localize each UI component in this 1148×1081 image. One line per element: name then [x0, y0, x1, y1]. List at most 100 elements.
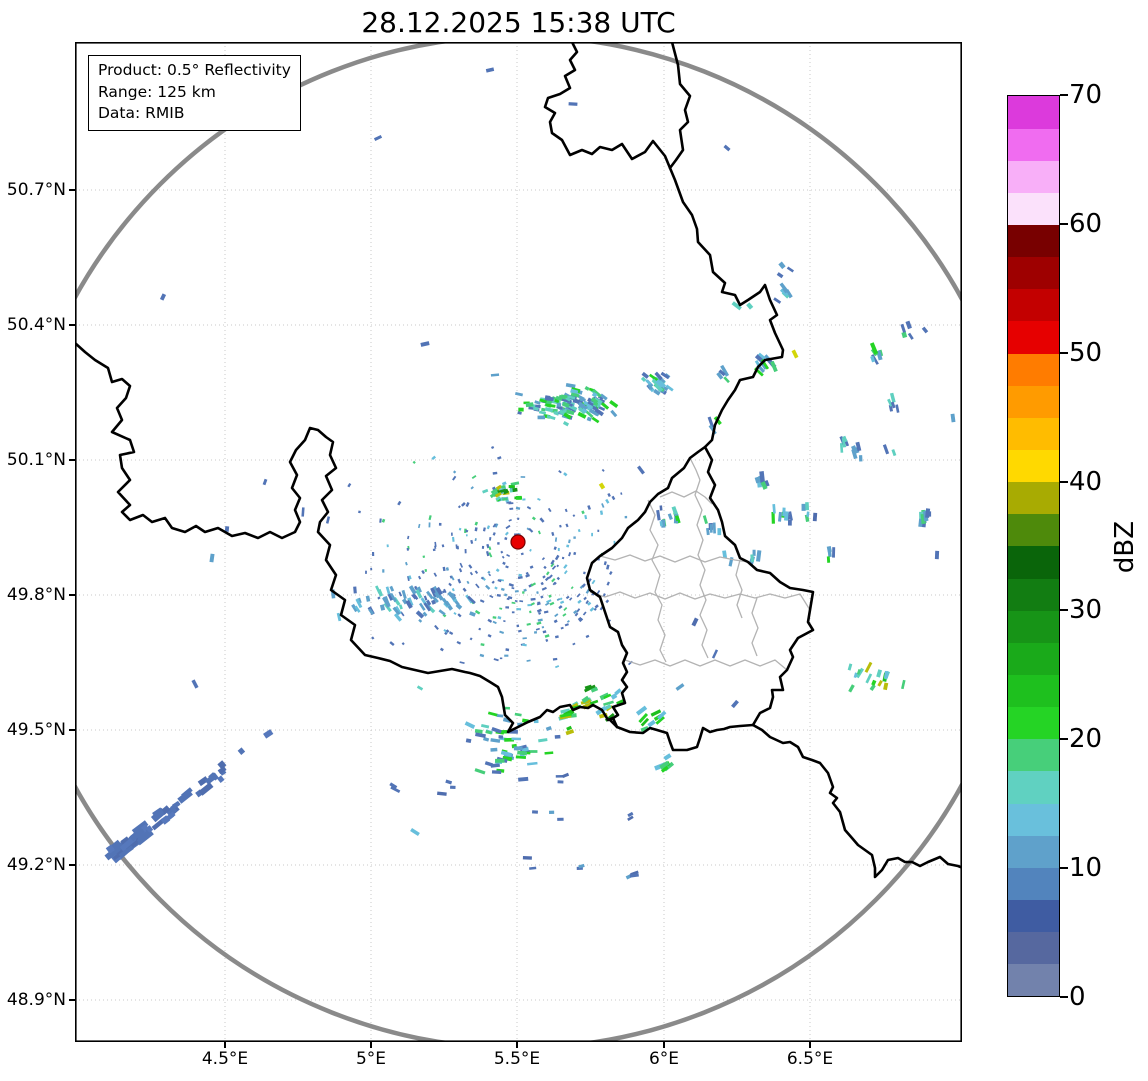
echo-streak: [489, 594, 494, 599]
echo-streak: [465, 529, 469, 533]
colorbar-tick-mark: [1060, 480, 1068, 483]
echo-streak: [237, 747, 246, 755]
echo-streak: [597, 529, 600, 532]
echo-streak: [420, 341, 430, 347]
echo-streak: [301, 507, 305, 517]
echo-streak: [528, 750, 538, 753]
echo-streak: [442, 590, 445, 594]
echo-streak: [373, 134, 383, 142]
echo-streak: [648, 373, 660, 382]
echo-streak: [434, 624, 439, 630]
echo-streak: [441, 544, 445, 548]
echo-streak: [353, 586, 357, 594]
echo-streak: [475, 583, 480, 589]
echo-streak: [508, 518, 512, 522]
echo-streak: [576, 593, 581, 598]
echo-streak: [593, 607, 597, 611]
echo-streak: [506, 597, 510, 601]
echo-streak: [111, 847, 126, 861]
echo-streak: [368, 608, 374, 615]
echo-streak: [654, 383, 664, 393]
echo-streak: [426, 590, 434, 600]
echo-streak: [601, 503, 605, 508]
echo-streak: [536, 591, 539, 595]
echo-streak: [522, 591, 525, 594]
echo-streak: [377, 596, 381, 600]
echo-streak: [492, 532, 496, 536]
echo-streak: [484, 761, 494, 767]
echo-streak: [481, 545, 485, 549]
echo-streak: [573, 551, 577, 556]
echo-streak: [517, 575, 523, 580]
canton-border-canton-ns-west: [647, 499, 667, 663]
echo-streak: [570, 392, 580, 398]
x-tick-mark: [224, 1042, 226, 1048]
echo-streak: [577, 411, 587, 419]
echo-streak: [464, 721, 476, 729]
border-be-de-and-de-lux-border: [668, 166, 815, 727]
echo-streak: [390, 785, 401, 794]
echo-streak: [764, 479, 770, 487]
colorbar-tick-mark: [1060, 222, 1068, 225]
echo-streak: [535, 627, 540, 631]
echo-streak: [462, 587, 467, 592]
y-tick-mark: [69, 594, 75, 596]
colorbar-segment-40dbz: [1008, 449, 1059, 483]
echo-streak: [853, 672, 858, 678]
colorbar-segment-20dbz: [1008, 706, 1059, 740]
echo-streak: [759, 471, 765, 483]
echo-streak: [549, 601, 555, 606]
colorbar-segment-0dbz: [1008, 963, 1059, 997]
echo-streak: [406, 547, 410, 551]
echo-streak: [665, 384, 674, 392]
echo-streak: [530, 597, 536, 601]
echo-streak: [529, 866, 537, 870]
echo-streak: [517, 411, 522, 415]
border-fr-be-border: [75, 341, 619, 734]
canton-border-canton-ew-mid: [589, 591, 811, 611]
y-tick-mark: [69, 459, 75, 461]
echo-streak: [500, 587, 505, 591]
echo-streak: [600, 401, 610, 410]
echo-streak: [791, 349, 799, 359]
colorbar-segment-2.5dbz: [1008, 931, 1059, 965]
echo-streak: [459, 562, 464, 568]
echo-streak: [582, 611, 587, 616]
echo-streak: [557, 547, 560, 552]
echo-streak: [609, 400, 619, 408]
echo-streak: [197, 776, 209, 787]
echo-streak: [387, 593, 394, 601]
x-tick-label: 5°E: [355, 1049, 387, 1069]
echo-streak: [553, 546, 557, 551]
echo-streak: [437, 791, 447, 796]
echo-streak: [204, 774, 217, 785]
echo-streak: [347, 482, 352, 488]
x-tick-mark: [516, 1042, 518, 1048]
echo-streak: [401, 589, 407, 600]
echo-streak: [474, 729, 483, 734]
echo-streak: [217, 766, 227, 775]
echo-streak: [805, 502, 810, 511]
echo-streak: [559, 600, 565, 605]
echo-streak: [569, 597, 573, 601]
echo-streak: [355, 598, 363, 609]
canton-border-canton-ns-vianden: [735, 559, 743, 619]
echo-streak: [528, 527, 534, 533]
echo-streak: [870, 355, 876, 363]
y-tick-mark: [69, 864, 75, 866]
echo-streak: [889, 392, 896, 403]
echo-streak: [787, 519, 792, 526]
echo-streak: [377, 588, 384, 597]
echo-streak: [758, 352, 766, 360]
echo-streak: [480, 723, 490, 729]
echo-streak: [562, 412, 572, 420]
echo-streak: [386, 544, 389, 548]
echo-streak: [416, 586, 422, 594]
echo-streak: [869, 342, 879, 355]
echo-streak: [490, 487, 498, 495]
echo-streak: [934, 550, 940, 560]
echo-streak: [515, 506, 521, 510]
echo-streak: [723, 376, 730, 384]
echo-streak: [869, 684, 876, 691]
x-tick-label: 6°E: [648, 1049, 680, 1069]
